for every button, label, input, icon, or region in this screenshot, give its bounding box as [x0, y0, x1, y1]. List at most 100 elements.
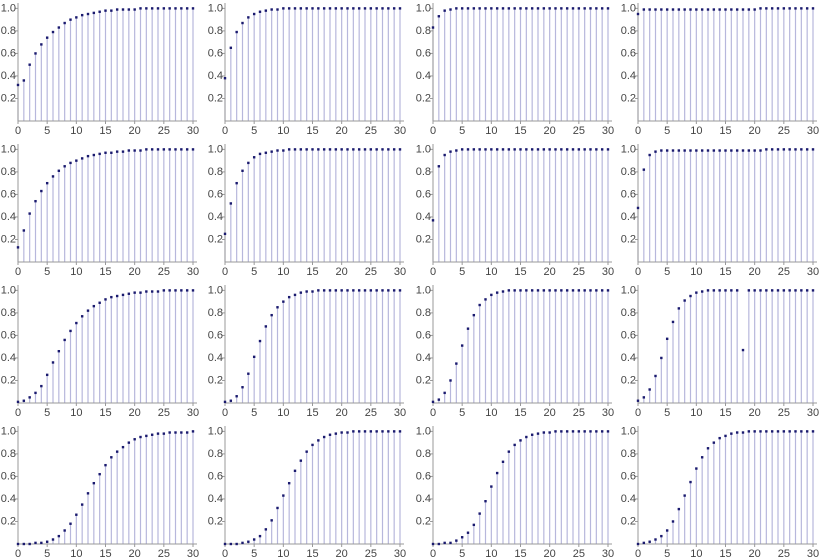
y-tick-label: 0.4 [208, 493, 223, 505]
point [805, 289, 809, 292]
point [311, 7, 314, 10]
point [115, 150, 119, 153]
x-tick-label: 30 [187, 266, 199, 278]
point [800, 7, 803, 10]
point [334, 7, 338, 10]
point [794, 7, 797, 10]
point [770, 430, 774, 433]
point [398, 148, 402, 151]
x-tick-label: 25 [573, 548, 585, 560]
point [519, 148, 522, 151]
point [223, 400, 227, 404]
point [305, 148, 308, 151]
point [115, 294, 119, 298]
point [536, 289, 540, 292]
y-tick-label: 0.6 [208, 188, 223, 200]
point [75, 321, 78, 325]
x-tick-label: 0 [430, 407, 436, 419]
point [706, 149, 710, 152]
point [363, 148, 367, 151]
point [223, 232, 227, 236]
point [589, 148, 592, 151]
point [431, 400, 435, 404]
x-tick-label: 5 [44, 125, 50, 137]
x-tick-label: 0 [430, 548, 436, 560]
panel: 0 5 10 15 20 25 30 0.2 0.4 0.6 0.8 1.0 [208, 2, 406, 137]
point [346, 289, 349, 292]
panel: 0 5 10 15 20 25 30 0.2 0.4 0.6 0.8 1.0 [1, 143, 199, 278]
point [571, 7, 575, 10]
point [660, 356, 663, 360]
point [191, 289, 195, 292]
point [235, 395, 238, 398]
x-tick-label: 25 [158, 407, 170, 419]
point [86, 492, 90, 495]
point [765, 148, 768, 151]
point [765, 7, 768, 10]
point [270, 313, 273, 317]
x-tick-label: 5 [44, 266, 50, 278]
point [334, 432, 338, 435]
point [501, 460, 505, 463]
point [156, 290, 160, 293]
point [398, 289, 402, 292]
point [168, 289, 171, 292]
point [40, 43, 43, 46]
point [782, 289, 786, 292]
point [150, 148, 154, 151]
y-tick-label: 0.2 [208, 374, 223, 386]
point [357, 289, 361, 292]
point [548, 148, 551, 151]
point [466, 531, 470, 534]
point [282, 7, 285, 10]
point [235, 30, 238, 34]
x-tick-label: 15 [514, 548, 526, 560]
y-tick-label: 0.4 [208, 211, 223, 223]
point [311, 290, 314, 293]
point [185, 431, 189, 434]
point [28, 542, 31, 546]
point [156, 7, 160, 10]
y-tick-label: 0.4 [1, 493, 16, 505]
point [747, 430, 751, 433]
x-tick-label: 20 [544, 548, 556, 560]
point [589, 7, 592, 10]
point [770, 289, 774, 292]
point [229, 46, 233, 49]
point [776, 148, 780, 151]
x-tick-label: 10 [277, 548, 289, 560]
point [357, 7, 361, 10]
x-tick-label: 10 [277, 125, 289, 137]
x-tick-label: 30 [394, 266, 406, 278]
point [571, 148, 575, 151]
point [340, 431, 343, 434]
point [69, 329, 72, 333]
y-tick-label: 0.6 [1, 470, 16, 482]
panel: 0 5 10 15 20 25 30 0.2 0.4 0.6 0.8 1.0 [416, 425, 614, 560]
point [437, 542, 441, 546]
point [460, 344, 464, 347]
point [264, 325, 268, 328]
point [665, 337, 669, 341]
point [352, 430, 355, 433]
y-tick-label: 0.8 [621, 448, 636, 460]
point [677, 8, 681, 11]
point [554, 289, 557, 292]
point [507, 148, 511, 151]
point [305, 290, 308, 293]
point [671, 8, 675, 11]
point [718, 149, 721, 152]
point [530, 289, 534, 292]
point [536, 7, 540, 10]
point [247, 372, 250, 375]
point [600, 430, 604, 433]
y-tick-label: 0.4 [416, 211, 431, 223]
point [811, 430, 815, 433]
point [683, 299, 686, 302]
point [665, 529, 669, 532]
x-tick-label: 0 [635, 548, 641, 560]
point [127, 8, 131, 11]
point [606, 430, 610, 433]
y-tick-label: 0.4 [416, 70, 431, 82]
x-tick-label: 10 [690, 125, 702, 137]
